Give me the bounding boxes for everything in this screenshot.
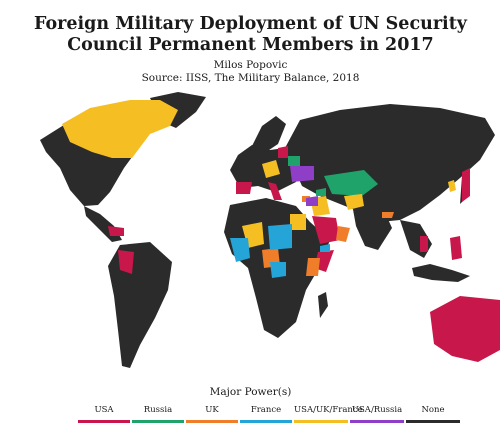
- armenia-caucasus: [316, 188, 326, 196]
- title-line-2: Council Permanent Members in 2017: [67, 35, 434, 55]
- south-america: [108, 242, 172, 368]
- germany: [262, 160, 280, 178]
- legend-label: UK: [205, 405, 219, 415]
- legend-swatch: [78, 420, 130, 423]
- legend-label: France: [250, 405, 282, 415]
- legend-label: USA/UK/France: [294, 405, 363, 415]
- central-america: [84, 206, 122, 242]
- legend-swatch: [406, 420, 460, 423]
- legend-swatch: [350, 420, 404, 423]
- baltics: [278, 146, 288, 158]
- south-sudan-kenya: [306, 258, 320, 276]
- syria: [306, 196, 318, 206]
- legend-swatch: [240, 420, 292, 423]
- legend-label: None: [421, 405, 445, 415]
- senegal-ivory-coast: [230, 238, 250, 262]
- map-title: Foreign Military Deployment of UN Securi…: [0, 14, 501, 56]
- world-map: [40, 92, 500, 368]
- legend-label: USA/Russia: [351, 405, 403, 415]
- saudi-arabia: [312, 216, 340, 244]
- colombia: [118, 250, 134, 274]
- indonesia: [412, 264, 470, 282]
- scandinavia: [250, 116, 286, 152]
- italy: [268, 182, 282, 200]
- australia: [430, 296, 500, 362]
- spain: [236, 182, 252, 194]
- madagascar: [318, 292, 328, 318]
- gabon-car: [270, 262, 286, 278]
- legend: USA Russia UK France USA/UK/France USA/R…: [78, 405, 460, 425]
- title-line-1: Foreign Military Deployment of UN Securi…: [34, 14, 467, 34]
- legend-swatch: [132, 420, 184, 423]
- chad-niger: [268, 224, 292, 250]
- djibouti: [320, 244, 330, 252]
- legend-label: USA: [94, 405, 114, 415]
- cuba-honduras: [108, 226, 124, 236]
- philippines: [450, 236, 462, 260]
- source: Source: IISS, The Military Balance, 2018: [141, 72, 360, 84]
- legend-label: Russia: [143, 405, 173, 415]
- kazakhstan: [324, 170, 378, 196]
- author: Milos Popovic: [213, 59, 288, 71]
- japan-usa: [462, 168, 470, 202]
- nepal-brunei: [382, 212, 394, 218]
- legend-title: Major Power(s): [209, 386, 292, 398]
- south-korea: [448, 180, 456, 192]
- canada: [62, 100, 178, 158]
- belarus: [288, 156, 300, 166]
- oman: [336, 226, 350, 242]
- egypt: [290, 214, 306, 230]
- thailand: [420, 236, 428, 252]
- legend-swatch: [294, 420, 348, 423]
- afghanistan: [344, 194, 364, 210]
- legend-swatch: [186, 420, 238, 423]
- ukraine-region: [290, 166, 314, 182]
